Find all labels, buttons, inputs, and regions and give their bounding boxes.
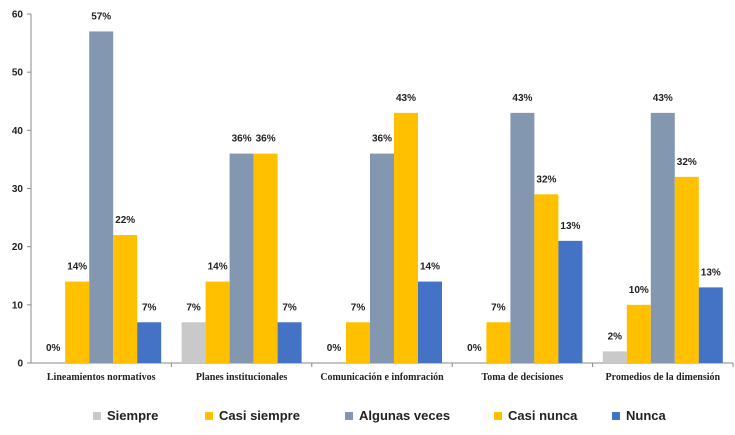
bar-casi-nunca-comunicacion-e-infomracion bbox=[394, 112, 418, 363]
bar-nunca-toma-de-decisiones bbox=[558, 240, 583, 363]
legend: Siempre Casi siempre Algunas veces Casi … bbox=[0, 404, 735, 430]
y-tick-label: 60 bbox=[12, 10, 24, 21]
bar-casi-nunca-promedios-de-la-dimension bbox=[674, 176, 699, 363]
bar-algunas-veces-promedios-de-la-dimension bbox=[650, 112, 675, 363]
legend-swatch-algunas-veces bbox=[345, 411, 353, 420]
bar-casi-siempre-planes-institucionales bbox=[205, 281, 230, 363]
legend-item-siempre: Siempre bbox=[93, 408, 158, 423]
bar-nunca-planes-institucionales bbox=[277, 322, 302, 363]
data-label-casi-nunca-comunicacion-e-infomracion: 43% bbox=[396, 93, 416, 104]
y-tick-label: 30 bbox=[12, 184, 24, 195]
x-category-label: Lineamientos normativos bbox=[47, 372, 156, 383]
data-label-algunas-veces-toma-de-decisiones: 43% bbox=[512, 93, 532, 104]
data-label-casi-nunca-lineamientos-normativos: 22% bbox=[115, 215, 135, 226]
data-label-siempre-comunicacion-e-infomracion: 0% bbox=[327, 343, 342, 354]
data-label-nunca-lineamientos-normativos: 7% bbox=[142, 302, 157, 313]
data-label-casi-siempre-planes-institucionales: 14% bbox=[208, 262, 228, 273]
bar-casi-siempre-comunicacion-e-infomracion bbox=[346, 322, 370, 363]
legend-label-casi-nunca: Casi nunca bbox=[508, 408, 578, 423]
y-tick-label: 0 bbox=[17, 359, 23, 370]
bar-casi-siempre-promedios-de-la-dimension bbox=[626, 304, 651, 363]
legend-item-casi-siempre: Casi siempre bbox=[205, 408, 300, 423]
bar-siempre-promedios-de-la-dimension bbox=[602, 351, 627, 363]
data-label-nunca-promedios-de-la-dimension: 13% bbox=[701, 267, 721, 278]
x-category-label: Toma de decisiones bbox=[481, 372, 563, 383]
bar-chart: 0 10 20 30 40 50 60 0% 14% 57% 22% 7% Lineamientos n… bbox=[12, 10, 734, 383]
data-label-casi-nunca-promedios-de-la-dimension: 32% bbox=[677, 157, 697, 168]
data-label-casi-nunca-toma-de-decisiones: 32% bbox=[536, 174, 556, 185]
bar-algunas-veces-comunicacion-e-infomracion bbox=[370, 153, 394, 363]
legend-item-casi-nunca: Casi nunca bbox=[494, 408, 577, 423]
data-label-nunca-comunicacion-e-infomracion: 14% bbox=[420, 262, 440, 273]
y-tick-label: 10 bbox=[12, 300, 24, 311]
bar-casi-nunca-toma-de-decisiones bbox=[534, 194, 559, 363]
y-tick-label: 50 bbox=[12, 68, 24, 79]
legend-label-casi-siempre: Casi siempre bbox=[219, 408, 300, 423]
bar-nunca-lineamientos-normativos bbox=[137, 322, 162, 363]
legend-item-nunca: Nunca bbox=[612, 408, 666, 423]
bar-algunas-veces-toma-de-decisiones bbox=[510, 112, 535, 363]
legend-swatch-siempre bbox=[93, 411, 101, 420]
legend-swatch-casi-siempre bbox=[205, 411, 213, 420]
x-category-label: Promedios de la dimensión bbox=[606, 372, 721, 383]
data-label-casi-siempre-toma-de-decisiones: 7% bbox=[491, 302, 506, 313]
bar-casi-nunca-planes-institucionales bbox=[253, 153, 278, 363]
data-label-casi-siempre-comunicacion-e-infomracion: 7% bbox=[351, 302, 366, 313]
data-label-casi-nunca-planes-institucionales: 36% bbox=[256, 134, 276, 145]
x-category-label: Comunicación e infomración bbox=[320, 372, 444, 383]
bar-casi-nunca-lineamientos-normativos bbox=[113, 235, 138, 363]
data-label-algunas-veces-comunicacion-e-infomracion: 36% bbox=[372, 134, 392, 145]
bar-casi-siempre-toma-de-decisiones bbox=[486, 322, 511, 363]
legend-swatch-nunca bbox=[612, 411, 620, 420]
data-label-siempre-lineamientos-normativos: 0% bbox=[46, 343, 61, 354]
data-label-algunas-veces-lineamientos-normativos: 57% bbox=[91, 11, 111, 22]
data-label-casi-siempre-lineamientos-normativos: 14% bbox=[67, 262, 87, 273]
y-tick-label: 20 bbox=[12, 242, 24, 253]
bar-algunas-veces-planes-institucionales bbox=[229, 153, 254, 363]
legend-swatch-casi-nunca bbox=[494, 411, 502, 420]
bar-algunas-veces-lineamientos-normativos bbox=[89, 31, 114, 363]
data-label-siempre-toma-de-decisiones: 0% bbox=[467, 343, 482, 354]
data-label-algunas-veces-promedios-de-la-dimension: 43% bbox=[653, 93, 673, 104]
data-label-casi-siempre-promedios-de-la-dimension: 10% bbox=[629, 285, 649, 296]
data-label-siempre-planes-institucionales: 7% bbox=[186, 302, 201, 313]
bar-siempre-planes-institucionales bbox=[181, 322, 206, 363]
y-tick-label: 40 bbox=[12, 126, 24, 137]
data-label-siempre-promedios-de-la-dimension: 2% bbox=[608, 331, 623, 342]
legend-label-siempre: Siempre bbox=[107, 408, 159, 423]
legend-item-algunas-veces: Algunas veces bbox=[345, 408, 450, 423]
data-label-algunas-veces-planes-institucionales: 36% bbox=[232, 134, 252, 145]
data-label-nunca-toma-de-decisiones: 13% bbox=[560, 221, 580, 232]
legend-label-nunca: Nunca bbox=[626, 408, 666, 423]
bar-nunca-comunicacion-e-infomracion bbox=[418, 281, 442, 363]
legend-label-algunas-veces: Algunas veces bbox=[359, 408, 451, 423]
bar-nunca-promedios-de-la-dimension bbox=[698, 287, 723, 363]
data-label-nunca-planes-institucionales: 7% bbox=[282, 302, 297, 313]
bar-casi-siempre-lineamientos-normativos bbox=[65, 281, 90, 363]
x-category-label: Planes institucionales bbox=[196, 372, 288, 383]
